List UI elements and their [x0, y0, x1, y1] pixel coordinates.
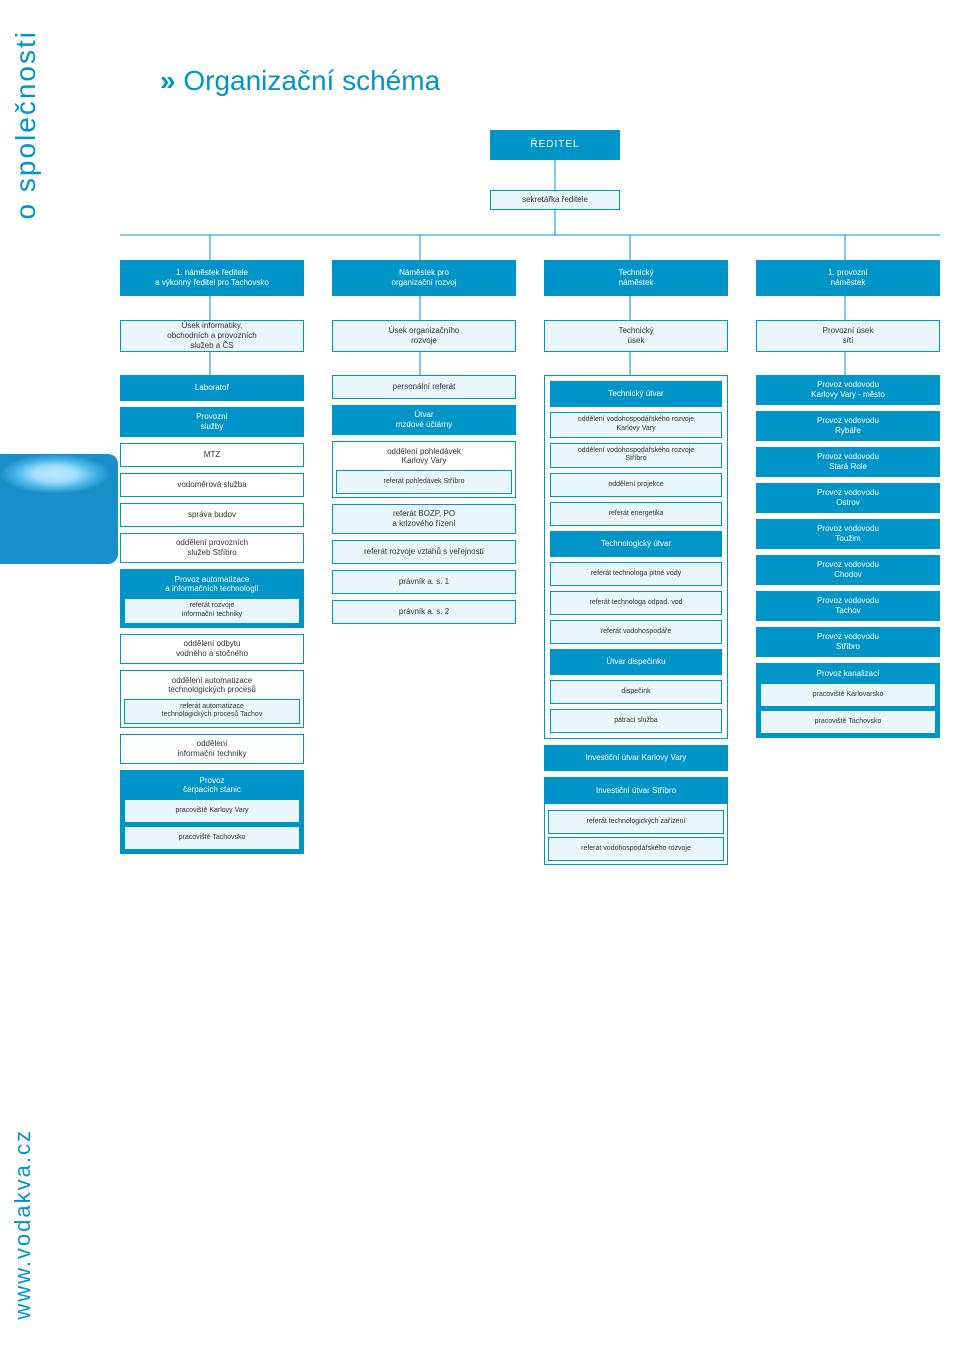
c4-item-7: Provoz vodovoduStříbro	[756, 627, 940, 657]
c2-pravnik1: právník a. s. 1	[332, 570, 516, 594]
c3-energ: referát energetika	[550, 502, 722, 526]
title-marker: »	[160, 65, 176, 96]
c3-tech-utvar: Technický útvar	[550, 381, 722, 407]
c4-item-4: Provoz vodovoduToužim	[756, 519, 940, 549]
c4-item-6: Provoz vodovoduTachov	[756, 591, 940, 621]
deputy-2: Náměstek proorganizační rozvoj	[332, 260, 516, 296]
c3-projekce: oddělení projekce	[550, 473, 722, 497]
section-1: Úsek informatiky,obchodních a provozních…	[120, 320, 304, 352]
node-director: ŘEDITEL	[490, 130, 620, 160]
c1-auto-it-title: Provoz automatizacea informačních techno…	[124, 573, 300, 595]
col-2: personální referát Útvarmzdové účtárny o…	[332, 375, 516, 624]
c4-kanal-ta: pracoviště Tachovsko	[760, 710, 936, 734]
c2-mzdy: Útvarmzdové účtárny	[332, 405, 516, 435]
c3-tech-group: Technický útvar oddělení vodohospodářské…	[544, 375, 728, 739]
c1-cs-group: Provozčerpacích stanic pracoviště Karlov…	[120, 770, 304, 854]
c1-auto-it-group: Provoz automatizacea informačních techno…	[120, 569, 304, 628]
col-3: Technický útvar oddělení vodohospodářské…	[544, 375, 728, 865]
c2-pravnik2: právník a. s. 2	[332, 600, 516, 624]
col-4: Provoz vodovoduKarlovy Vary - město Prov…	[756, 375, 940, 738]
c1-mtz: MTZ	[120, 443, 304, 467]
section-3: Technickýúsek	[544, 320, 728, 352]
c1-vodomer: vodoměrová služba	[120, 473, 304, 497]
c3-ref-vh-rozvoje: referát vodohospodářského rozvoje	[548, 837, 724, 861]
section-4: Provozní úseksítí	[756, 320, 940, 352]
deputy-3: Technickýnáměstek	[544, 260, 728, 296]
c3-invest-st: Investiční útvar Stříbro	[545, 778, 727, 804]
title-text: Organizační schéma	[176, 65, 441, 96]
c2-verejnost: referát rozvoje vztahů s veřejností	[332, 540, 516, 564]
c3-dispecink: dispečink	[550, 680, 722, 704]
c3-patraci: pátrací služba	[550, 709, 722, 733]
c3-tech-odpad: referát technologa odpad. vod	[550, 591, 722, 615]
section-2: Úsek organizačníhorozvoje	[332, 320, 516, 352]
c2-ref-pohl-st: referát pohledávek Stříbro	[336, 470, 512, 494]
c1-odd-prov-st: oddělení provozníchslužeb Stříbro	[120, 533, 304, 563]
sidebar-label-top: o společnosti	[10, 30, 42, 219]
c3-vh-kv: oddělení vodohospodářského rozvojeKarlov…	[550, 412, 722, 438]
c1-ref-rozvoje-it: referát rozvojeinformační techniky	[124, 598, 300, 624]
deputy-4: 1. provoznínáměstek	[756, 260, 940, 296]
c1-lab: Laboratoř	[120, 375, 304, 401]
c4-item-2: Provoz vodovoduStará Role	[756, 447, 940, 477]
node-secretary: sekretářka ředitele	[490, 190, 620, 210]
c3-ref-tech-zar: referát technologických zařízení	[548, 810, 724, 834]
c1-odd-inf-tech: odděleníinformační techniky	[120, 734, 304, 764]
c4-kanal-group: Provoz kanalizací pracoviště Karlovarsko…	[756, 663, 940, 738]
c3-dispecink-utvar: Útvar dispečinku	[550, 649, 722, 675]
c3-tech-pitna: referát technologa pitné vody	[550, 562, 722, 586]
c4-kanal-title: Provoz kanalizací	[760, 667, 936, 680]
c1-prac-kv: pracoviště Karlovy Vary	[124, 799, 300, 823]
c1-provoz-sluzby: Provozníslužby	[120, 407, 304, 437]
c1-odd-auto-tech: oddělení automatizacetechnologických pro…	[124, 674, 300, 696]
c4-item-0: Provoz vodovoduKarlovy Vary - město	[756, 375, 940, 405]
c3-vh-st: oddělení vodohospodářského rozvojeStříbr…	[550, 443, 722, 469]
c1-ref-auto-tachov: referát automatizacetechnologických proc…	[124, 699, 300, 725]
c4-item-5: Provoz vodovoduChodov	[756, 555, 940, 585]
c4-kanal-kv: pracoviště Karlovarsko	[760, 683, 936, 707]
c3-invest-st-group: Investiční útvar Stříbro referát technol…	[544, 777, 728, 865]
c1-auto-tech-group: oddělení automatizacetechnologických pro…	[120, 670, 304, 729]
c4-item-3: Provoz vodovoduOstrov	[756, 483, 940, 513]
page-title: » Organizační schéma	[160, 65, 440, 97]
row-sections: Úsek informatiky,obchodních a provozních…	[120, 320, 940, 352]
c2-pohledavky-kv: oddělení pohledávekKarlovy Vary	[336, 445, 512, 467]
columns: Laboratoř Provozníslužby MTZ vodoměrová …	[120, 375, 940, 865]
sidebar-label-bottom: www.vodakva.cz	[10, 1129, 36, 1320]
c3-invest-kv: Investiční útvar Karlovy Vary	[544, 745, 728, 771]
c2-personal: personální referát	[332, 375, 516, 399]
water-image	[0, 454, 118, 564]
c1-odd-odbytu: oddělení odbytuvodného a stočného	[120, 634, 304, 664]
col-1: Laboratoř Provozníslužby MTZ vodoměrová …	[120, 375, 304, 854]
c3-vodohospodar: referát vodohospodáře	[550, 620, 722, 644]
deputy-1: 1. náměstek ředitelea výkonný ředitel pr…	[120, 260, 304, 296]
c3-techlog-utvar: Technologický útvar	[550, 531, 722, 557]
c2-pohledavky-group: oddělení pohledávekKarlovy Vary referát …	[332, 441, 516, 498]
c2-bozp: referát BOZP, POa krizového řízení	[332, 504, 516, 534]
row-deputies: 1. náměstek ředitelea výkonný ředitel pr…	[120, 260, 940, 296]
c1-sprava: správa budov	[120, 503, 304, 527]
c4-item-1: Provoz vodovoduRybáře	[756, 411, 940, 441]
c1-prac-ta: pracoviště Tachovsko	[124, 826, 300, 850]
c1-cs-title: Provozčerpacích stanic	[124, 774, 300, 796]
